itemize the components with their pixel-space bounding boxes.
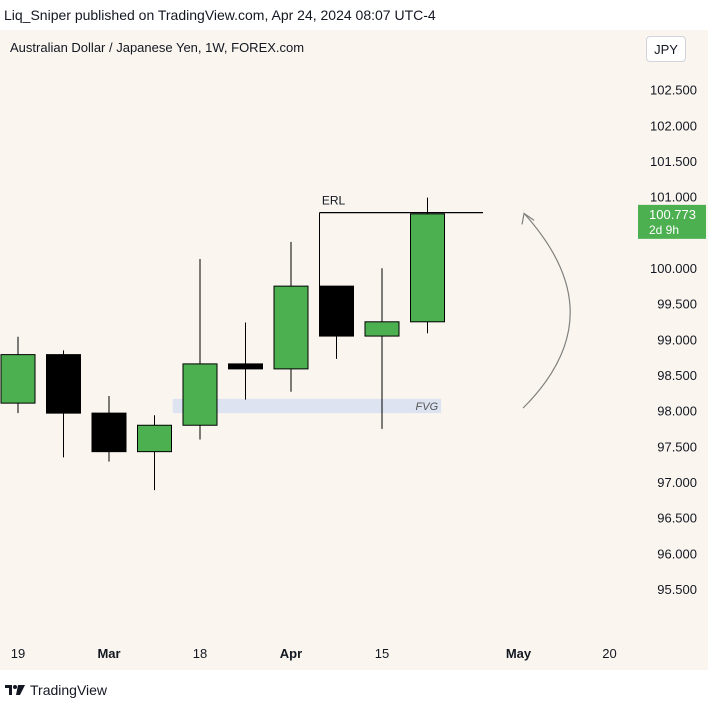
candlestick-chart[interactable]: FVG ERL 102.500 102.000 101.500 101.000 100.00… [0, 30, 708, 670]
x-tick-label: Apr [280, 646, 302, 661]
candle-body[interactable] [182, 363, 218, 426]
y-tick-label: 98.000 [657, 404, 697, 419]
y-tick-label: 97.000 [657, 475, 697, 490]
y-tick-label: 95.500 [657, 582, 697, 597]
y-tick-label: 102.000 [650, 118, 697, 133]
x-tick-label: 18 [193, 646, 207, 661]
y-tick-label: 102.500 [650, 83, 697, 98]
y-tick-label: 98.500 [657, 368, 697, 383]
tradingview-logo-icon [5, 685, 25, 695]
candle-body[interactable] [319, 285, 354, 337]
y-tick-label: 97.500 [657, 439, 697, 454]
x-tick-label: 20 [602, 646, 616, 661]
candle-body[interactable] [46, 354, 81, 414]
y-tick-label: 100.000 [650, 261, 697, 276]
chart-area[interactable]: FVG ERL 102.500 102.000 101.500 101.000 100.00… [0, 30, 708, 670]
publisher-line: Liq_Sniper published on TradingView.com,… [4, 7, 436, 23]
y-tick-label: 99.500 [657, 297, 697, 312]
symbol-title: Australian Dollar / Japanese Yen, 1W, FO… [10, 40, 305, 55]
arrow-head-icon [521, 212, 535, 225]
candle-body[interactable] [273, 285, 309, 370]
fvg-label: FVG [416, 401, 439, 413]
fvg-zone[interactable] [172, 398, 442, 414]
x-tick-label: 15 [375, 646, 389, 661]
x-tick-label: 19 [11, 646, 25, 661]
candle-body[interactable] [0, 354, 36, 404]
footer: TradingView [0, 672, 708, 708]
y-tick-label: 101.000 [650, 190, 697, 205]
y-tick-label: 96.000 [657, 546, 697, 561]
projection-arrow[interactable] [522, 212, 571, 409]
y-tick-label: 99.000 [657, 332, 697, 347]
candle-body[interactable] [137, 424, 172, 453]
y-tick-label: 96.500 [657, 511, 697, 526]
y-tick-label: 101.500 [650, 154, 697, 169]
currency-button[interactable]: JPY [646, 36, 686, 62]
last-price-tag [638, 204, 706, 239]
x-tick-label: May [506, 646, 532, 661]
last-price-value: 100.773 [649, 207, 696, 222]
candle-body[interactable] [410, 213, 445, 323]
candle-body[interactable] [228, 363, 263, 370]
footer-brand[interactable]: TradingView [30, 682, 108, 698]
candle-body[interactable] [364, 321, 400, 337]
erl-label: ERL [322, 194, 346, 208]
x-tick-label: Mar [97, 646, 120, 661]
last-price-countdown: 2d 9h [649, 223, 679, 237]
candle-body[interactable] [91, 412, 127, 453]
